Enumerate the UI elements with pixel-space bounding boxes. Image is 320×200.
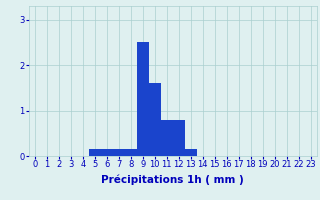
- Bar: [89, 149, 101, 156]
- Bar: [125, 149, 137, 156]
- Bar: [185, 149, 197, 156]
- Bar: [149, 83, 161, 156]
- Bar: [113, 149, 125, 156]
- Bar: [137, 42, 149, 156]
- Bar: [161, 120, 173, 156]
- X-axis label: Précipitations 1h ( mm ): Précipitations 1h ( mm ): [101, 175, 244, 185]
- Bar: [173, 120, 185, 156]
- Bar: [101, 149, 113, 156]
